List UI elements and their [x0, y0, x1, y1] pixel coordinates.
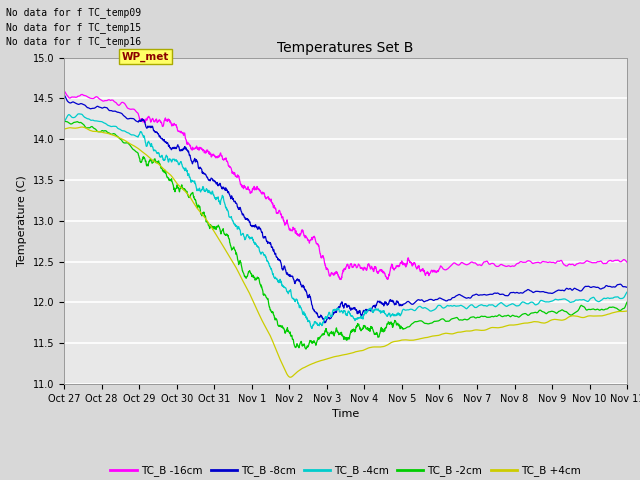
Text: No data for f TC_temp16: No data for f TC_temp16 [6, 36, 141, 47]
Text: No data for f TC_temp15: No data for f TC_temp15 [6, 22, 141, 33]
Text: WP_met: WP_met [122, 51, 169, 61]
Title: Temperatures Set B: Temperatures Set B [277, 41, 414, 55]
Y-axis label: Temperature (C): Temperature (C) [17, 175, 27, 266]
Text: No data for f TC_temp09: No data for f TC_temp09 [6, 7, 141, 18]
X-axis label: Time: Time [332, 409, 359, 419]
Legend: TC_B -16cm, TC_B -8cm, TC_B -4cm, TC_B -2cm, TC_B +4cm: TC_B -16cm, TC_B -8cm, TC_B -4cm, TC_B -… [106, 461, 585, 480]
